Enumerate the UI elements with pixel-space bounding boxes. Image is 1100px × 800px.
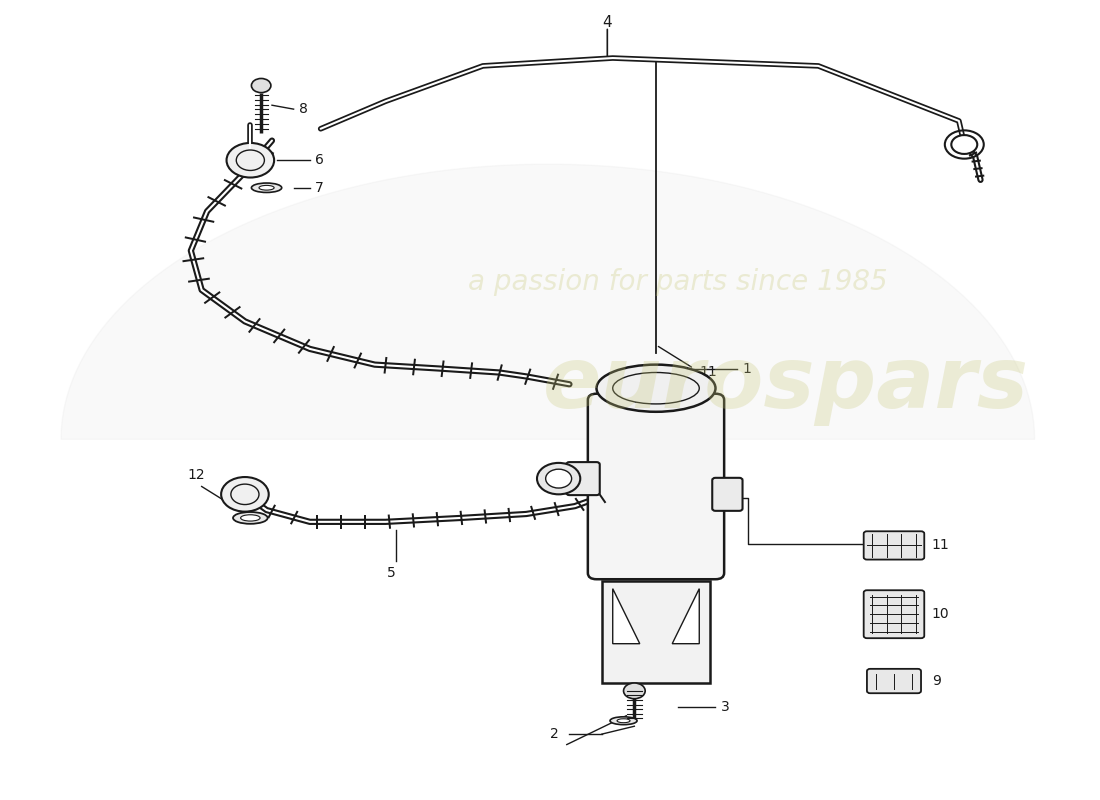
Text: 8: 8: [299, 102, 308, 116]
Text: 11: 11: [700, 366, 717, 379]
Text: 9: 9: [932, 674, 940, 688]
Circle shape: [546, 469, 572, 488]
FancyBboxPatch shape: [712, 478, 743, 511]
Text: 11: 11: [932, 538, 949, 553]
Circle shape: [221, 477, 268, 512]
FancyBboxPatch shape: [566, 462, 600, 495]
Circle shape: [227, 143, 274, 178]
FancyBboxPatch shape: [602, 581, 711, 683]
FancyBboxPatch shape: [864, 531, 924, 559]
Circle shape: [252, 78, 271, 93]
FancyBboxPatch shape: [867, 669, 921, 694]
Text: 1: 1: [742, 362, 751, 375]
Polygon shape: [60, 164, 1035, 439]
Text: 2: 2: [550, 727, 559, 741]
Ellipse shape: [252, 183, 282, 193]
Circle shape: [952, 135, 977, 154]
Text: 3: 3: [720, 699, 729, 714]
Text: 2: 2: [637, 366, 646, 379]
Text: a passion for parts since 1985: a passion for parts since 1985: [468, 268, 888, 296]
Text: 12: 12: [187, 468, 205, 482]
Ellipse shape: [617, 718, 630, 722]
FancyBboxPatch shape: [864, 590, 924, 638]
Text: 10: 10: [667, 366, 684, 379]
FancyBboxPatch shape: [587, 394, 724, 579]
Polygon shape: [613, 589, 640, 644]
Text: eurospars: eurospars: [542, 342, 1028, 426]
Text: 6: 6: [316, 154, 324, 167]
Text: 4: 4: [603, 15, 612, 30]
Text: 5: 5: [386, 566, 395, 580]
Ellipse shape: [610, 717, 637, 725]
Ellipse shape: [596, 365, 715, 412]
Ellipse shape: [258, 186, 274, 190]
Polygon shape: [672, 589, 700, 644]
Ellipse shape: [241, 514, 260, 521]
Text: 10: 10: [932, 607, 949, 621]
Text: 7: 7: [316, 181, 324, 194]
Ellipse shape: [233, 512, 267, 524]
Circle shape: [624, 683, 646, 698]
Circle shape: [537, 463, 581, 494]
